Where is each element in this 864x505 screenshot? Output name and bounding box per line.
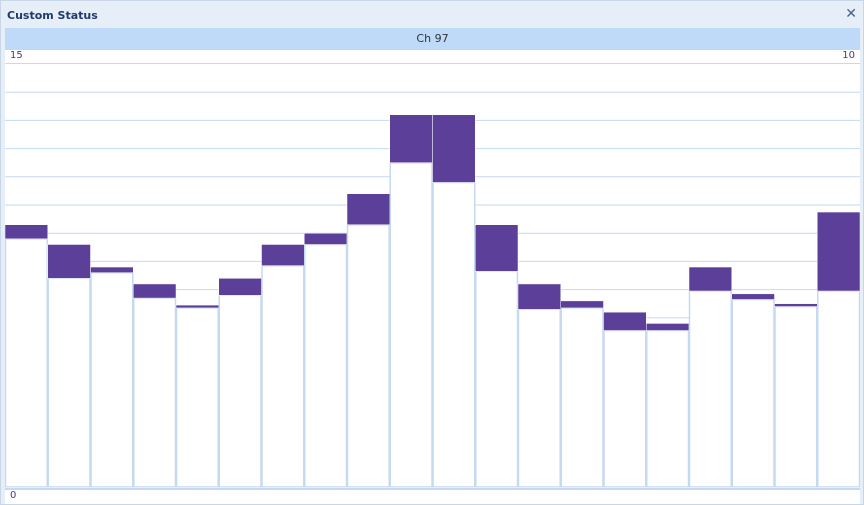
bar-base	[432, 181, 476, 487]
bar-base	[731, 298, 775, 487]
bar-range	[261, 244, 305, 266]
bar-base	[261, 264, 305, 487]
bar-base	[817, 290, 860, 487]
bar-base	[133, 297, 177, 487]
bar-range	[47, 244, 91, 279]
top-left-label: 15	[10, 50, 23, 61]
bar-base	[603, 329, 647, 487]
bar-range	[432, 114, 476, 183]
bar-range	[175, 304, 219, 309]
bar-base	[90, 271, 134, 487]
bottom-scale-row: 0	[5, 488, 860, 504]
bar-base	[688, 290, 732, 487]
top-scale-row: 15 10	[5, 50, 860, 65]
bar-range	[774, 303, 818, 307]
bar-range	[133, 283, 177, 299]
bar-range	[817, 211, 860, 292]
bar-base	[175, 307, 219, 487]
bar-range	[389, 114, 433, 163]
bar-base	[560, 307, 604, 487]
bar-base	[346, 223, 390, 487]
bar-base	[304, 243, 348, 487]
bar-base	[218, 294, 262, 487]
bar-range	[646, 323, 690, 331]
bar-base	[646, 329, 690, 487]
bar-range	[560, 300, 604, 309]
window-title: Custom Status	[7, 9, 98, 22]
bar-base	[774, 305, 818, 487]
bar-range	[475, 224, 519, 272]
bar-base	[5, 238, 48, 487]
bar-range	[346, 193, 390, 225]
bar-base	[517, 308, 561, 487]
bar-base	[47, 277, 91, 487]
bar-range	[731, 293, 775, 300]
bar-base	[475, 270, 519, 487]
range-bar-chart	[5, 91, 860, 487]
top-right-label: 10	[842, 50, 855, 61]
close-icon[interactable]: ✕	[845, 6, 857, 22]
bar-range	[5, 224, 48, 240]
bar-base	[389, 161, 433, 487]
bar-range	[90, 266, 134, 273]
bar-range	[304, 232, 348, 245]
bar-range	[603, 311, 647, 331]
bar-range	[517, 283, 561, 310]
channel-header: Ch 97	[5, 28, 860, 50]
chart-plot	[5, 64, 860, 487]
bar-range	[218, 278, 262, 296]
bottom-left-label: 0	[10, 490, 17, 501]
bar-range	[688, 266, 732, 292]
